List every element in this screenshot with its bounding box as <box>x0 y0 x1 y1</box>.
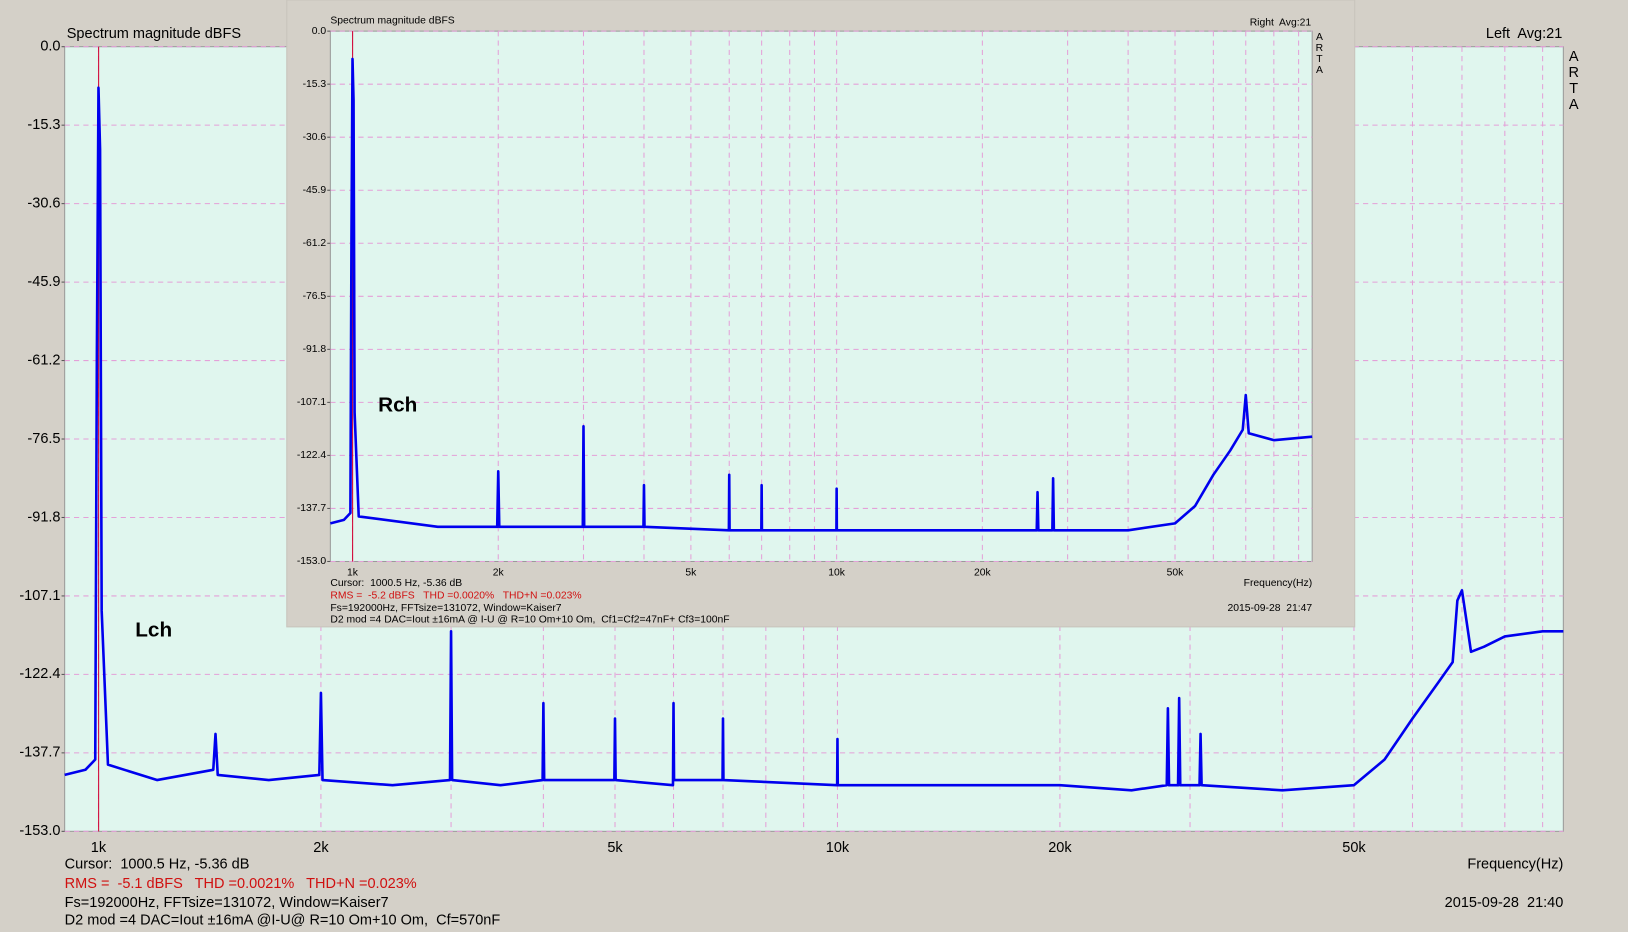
x-axis-label: Frequency(Hz) <box>1467 856 1563 872</box>
y-tick-label: -76.5 <box>27 431 60 447</box>
chart-title: Spectrum magnitude dBFS <box>330 15 454 26</box>
logo: ARTA <box>1566 49 1582 113</box>
y-tick-label: -153.0 <box>297 556 327 567</box>
y-tick-label: -91.8 <box>27 509 60 525</box>
y-tick-label: -61.2 <box>303 238 327 249</box>
y-tick-label: 0.0 <box>40 39 60 55</box>
channel-label: Lch <box>135 619 172 642</box>
stats-readout: RMS = -5.2 dBFS THD =0.0020% THD+N =0.02… <box>330 590 581 601</box>
cursor-readout: Cursor: 1000.5 Hz, -5.36 dB <box>65 856 250 872</box>
spectrum-line <box>330 57 1313 532</box>
y-tick-label: 0.0 <box>312 26 327 37</box>
chart-title: Spectrum magnitude dBFS <box>67 26 242 42</box>
fft-settings: Fs=192000Hz, FFTsize=131072, Window=Kais… <box>330 603 561 614</box>
x-tick-label: 20k <box>1048 840 1072 856</box>
cursor-readout: Cursor: 1000.5 Hz, -5.36 dB <box>330 578 462 589</box>
x-tick-label: 50k <box>1342 840 1366 856</box>
y-tick-label: -153.0 <box>19 823 60 839</box>
y-tick-label: -76.5 <box>303 291 327 302</box>
y-tick-label: -137.7 <box>297 503 327 514</box>
corner-label: Right Avg:21 <box>1250 18 1312 29</box>
x-tick-label: 50k <box>1167 568 1185 579</box>
chart-panel: 0.0 -15.3 -30.6 -45.9 -61.2 -76.5 -91.8 -107.1 -… <box>286 0 1356 628</box>
x-tick-label: 1k <box>347 568 359 579</box>
stats-readout: RMS = -5.1 dBFS THD =0.0021% THD+N =0.02… <box>65 876 417 892</box>
setup-note: D2 mod =4 DAC=Iout ±16mA @I-U@ R=10 Om+1… <box>65 912 501 928</box>
y-tick-label: -107.1 <box>297 397 327 408</box>
fft-settings: Fs=192000Hz, FFTsize=131072, Window=Kais… <box>65 895 389 911</box>
logo: ARTA <box>1314 32 1325 76</box>
corner-label: Left Avg:21 <box>1486 26 1562 42</box>
x-tick-label: 10k <box>826 840 850 856</box>
y-tick-label: -91.8 <box>303 344 327 355</box>
x-tick-label: 5k <box>685 568 697 579</box>
x-axis-label: Frequency(Hz) <box>1244 578 1313 589</box>
x-tick-label: 1k <box>91 840 107 856</box>
y-tick-label: -30.6 <box>27 195 60 211</box>
y-tick-label: -61.2 <box>27 352 60 368</box>
x-tick-label: 10k <box>828 568 846 579</box>
x-tick-label: 2k <box>493 568 505 579</box>
y-tick-label: -15.3 <box>27 117 60 133</box>
y-tick-label: -137.7 <box>19 745 60 761</box>
y-tick-label: -45.9 <box>27 274 60 290</box>
timestamp: 2015-09-28 21:47 <box>1228 603 1313 614</box>
setup-note: D2 mod =4 DAC=Iout ±16mA @ I-U @ R=10 Om… <box>330 614 729 625</box>
y-tick-label: -107.1 <box>19 588 60 604</box>
y-tick-label: -30.6 <box>303 132 327 143</box>
x-tick-label: 20k <box>974 568 992 579</box>
y-tick-label: -45.9 <box>303 185 327 196</box>
y-tick-label: -122.4 <box>19 666 60 682</box>
spectrum-line <box>64 86 1564 792</box>
x-tick-label: 2k <box>313 840 329 856</box>
x-tick-label: 5k <box>607 840 623 856</box>
y-tick-label: -15.3 <box>303 79 327 90</box>
timestamp: 2015-09-28 21:40 <box>1445 895 1564 911</box>
channel-label: Rch <box>378 393 417 416</box>
y-tick-label: -122.4 <box>297 450 327 461</box>
